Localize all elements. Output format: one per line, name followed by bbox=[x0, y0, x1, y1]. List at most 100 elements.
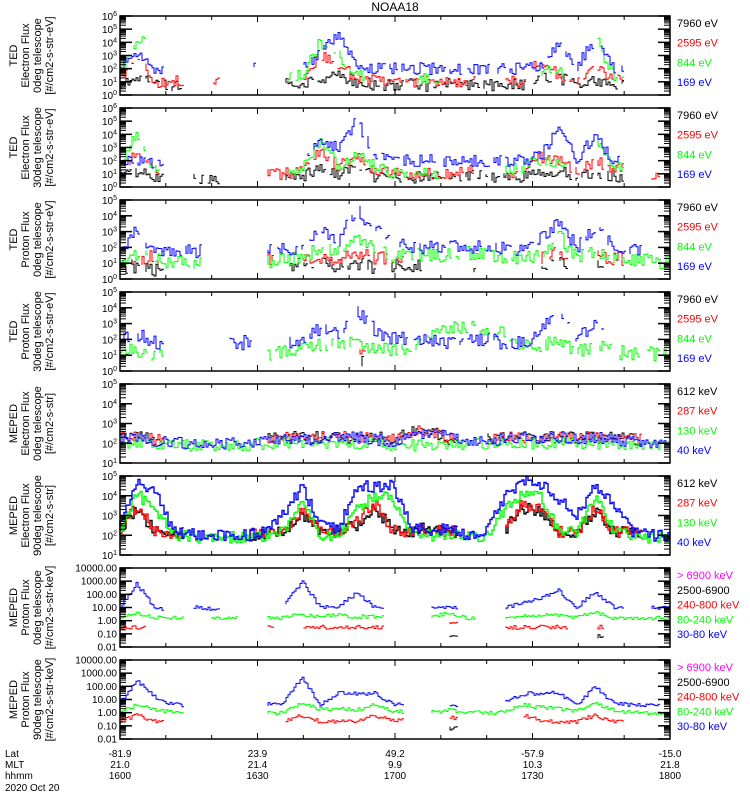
y-tick-label: 100 bbox=[102, 274, 117, 286]
y-tick-label: 105 bbox=[102, 471, 117, 483]
y-tick-label: 104 bbox=[102, 399, 117, 411]
legend-entry: 7960 eV bbox=[677, 18, 719, 30]
y-tick-label: 0.10 bbox=[98, 629, 118, 640]
panel-ylabel-line: [#/cm2-s-str] bbox=[44, 485, 56, 546]
panel-ylabel-line: Electron Flux bbox=[20, 391, 32, 456]
y-tick-label: 100.00 bbox=[86, 590, 117, 601]
tick-lat: 23.9 bbox=[248, 749, 268, 760]
legend-entry: 287 keV bbox=[677, 498, 718, 510]
panel-7: 0.01 0.10 1.00 10.00 100.00 1000.00 10000.00 ME… bbox=[8, 564, 740, 654]
tick-lat: -81.9 bbox=[109, 749, 132, 760]
panel-8: 0.01 0.10 1.00 10.00 100.00 1000.00 10000.00 ME… bbox=[8, 656, 740, 746]
y-tick-label: 0.10 bbox=[98, 721, 118, 732]
y-tick-label: 1.00 bbox=[98, 708, 118, 719]
y-tick-label: 10000.00 bbox=[75, 656, 117, 667]
panel-ylabel-line: [#/cm2-s-str] bbox=[44, 393, 56, 454]
panel-ylabel-line: 30deg telescope bbox=[32, 291, 44, 372]
legend-entry: > 6900 keV bbox=[677, 570, 734, 582]
legend-entry: 169 eV bbox=[677, 353, 713, 365]
series-line-7960-ev bbox=[361, 356, 364, 367]
panel-ylabel-line: [#/cm2-s-str-keV] bbox=[44, 658, 56, 742]
y-tick-label: 101 bbox=[102, 258, 117, 270]
series-line-7960-ev bbox=[119, 164, 624, 185]
y-tick-label: 10.00 bbox=[92, 695, 117, 706]
legend-entry: 7960 eV bbox=[677, 202, 719, 214]
panel-ylabel-line: TED bbox=[8, 228, 20, 250]
legend-entry: 2595 eV bbox=[677, 314, 719, 326]
panel-ylabel-line: [#/cm2-s-str-eV] bbox=[44, 16, 56, 94]
legend-entry: 7960 eV bbox=[677, 110, 719, 122]
panel-ylabel-line: MEPED bbox=[8, 496, 20, 535]
y-tick-label: 1000.00 bbox=[81, 669, 118, 680]
panel-ylabel-line: 0deg telescope bbox=[32, 202, 44, 277]
panel-3: 100 101 102 103 104 105 TED Proton Flux 0deg tel… bbox=[8, 195, 719, 286]
legend-entry: 844 eV bbox=[677, 57, 713, 69]
y-tick-label: 10.00 bbox=[92, 603, 117, 614]
tick-hhmm: 1700 bbox=[384, 771, 407, 782]
y-tick-label: 101 bbox=[102, 550, 117, 562]
y-tick-label: 0.01 bbox=[98, 735, 118, 746]
legend-entry: 169 eV bbox=[677, 169, 713, 181]
y-tick-label: 105 bbox=[102, 116, 117, 128]
tick-mlt: 21.4 bbox=[248, 760, 268, 771]
panel-ylabel-line: 0deg telescope bbox=[32, 18, 44, 93]
tick-mlt: 21.8 bbox=[660, 760, 680, 771]
series-line-40-kev bbox=[119, 429, 670, 450]
panel-ylabel-line: Proton Flux bbox=[20, 303, 32, 360]
tick-hhmm: 1630 bbox=[246, 771, 269, 782]
axis-row-label: hhmm bbox=[5, 771, 33, 782]
panel-frame bbox=[119, 383, 671, 464]
y-tick-label: 103 bbox=[102, 227, 117, 239]
legend-entry: 130 keV bbox=[677, 425, 718, 437]
panel-ylabel-line: MEPED bbox=[8, 404, 20, 443]
y-tick-label: 101 bbox=[102, 77, 117, 89]
series-line-40-kev bbox=[119, 475, 670, 542]
y-tick-label: 101 bbox=[102, 458, 117, 470]
y-tick-label: 102 bbox=[102, 156, 117, 168]
panel-frame bbox=[119, 659, 671, 740]
panel-ylabel-line: [#/cm2-s-str-eV] bbox=[44, 200, 56, 278]
legend-entry: 30-80 keV bbox=[677, 721, 728, 733]
panel-ylabel-line: TED bbox=[8, 320, 20, 342]
series-line-30-80-kev bbox=[119, 676, 660, 708]
tick-hhmm: 1730 bbox=[521, 771, 544, 782]
y-tick-label: 101 bbox=[102, 169, 117, 181]
panel-ylabel-line: MEPED bbox=[8, 680, 20, 719]
y-tick-label: 103 bbox=[102, 319, 117, 331]
legend-entry: 7960 eV bbox=[677, 294, 719, 306]
tick-mlt: 9.9 bbox=[388, 760, 402, 771]
y-tick-label: 104 bbox=[102, 211, 117, 223]
panel-ylabel-line: Electron Flux bbox=[20, 23, 32, 88]
tick-lat: -15.0 bbox=[659, 749, 682, 760]
legend-entry: 169 eV bbox=[677, 261, 713, 273]
y-tick-label: 104 bbox=[102, 37, 117, 49]
date-label: 2020 Oct 20 bbox=[5, 783, 60, 794]
series-line-2595-ev bbox=[119, 148, 660, 180]
legend-entry: 612 keV bbox=[677, 386, 718, 398]
series-line-80-240-kev bbox=[119, 610, 670, 621]
panel-ylabel-line: [#/cm2-s-str-eV] bbox=[44, 292, 56, 370]
y-tick-label: 100.00 bbox=[86, 682, 117, 693]
panel-ylabel-line: TED bbox=[8, 44, 20, 66]
legend-entry: 844 eV bbox=[677, 333, 713, 345]
y-tick-label: 102 bbox=[102, 530, 117, 542]
y-tick-label: 1000.00 bbox=[81, 577, 118, 588]
series-line-169-ev bbox=[122, 306, 670, 350]
y-tick-label: 0.01 bbox=[98, 643, 118, 654]
tick-hhmm: 1600 bbox=[109, 771, 132, 782]
panel-4: 100 101 102 103 104 105 TED Proton Flux 30deg te… bbox=[8, 287, 719, 378]
series-line-169-ev bbox=[121, 205, 642, 259]
y-tick-label: 100 bbox=[102, 182, 117, 194]
legend-entry: 240-800 keV bbox=[677, 600, 740, 612]
series-line-2595-ev bbox=[359, 349, 366, 355]
y-tick-label: 1.00 bbox=[98, 616, 118, 627]
y-tick-label: 100 bbox=[102, 366, 117, 378]
series-line-844-ev bbox=[119, 320, 670, 362]
panel-ylabel-line: Proton Flux bbox=[20, 671, 32, 728]
y-tick-label: 102 bbox=[102, 64, 117, 76]
legend-entry: 40 keV bbox=[677, 445, 712, 457]
axis-row-label: Lat bbox=[5, 749, 19, 760]
legend-entry: 30-80 keV bbox=[677, 629, 728, 641]
panel-ylabel-line: 90deg telescope bbox=[32, 475, 44, 556]
